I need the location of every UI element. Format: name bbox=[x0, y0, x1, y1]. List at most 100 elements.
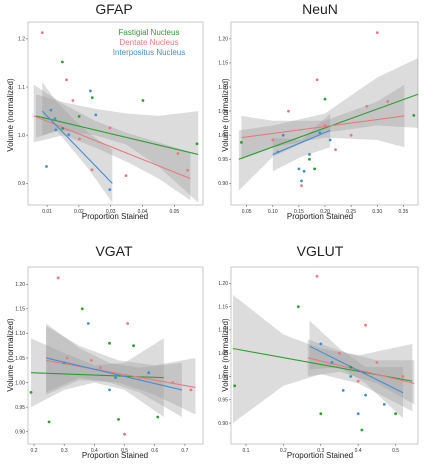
data-point bbox=[80, 307, 84, 311]
x-tick-label: 0.15 bbox=[294, 209, 304, 215]
x-axis-label: Proportion Stained bbox=[287, 451, 353, 460]
data-point bbox=[349, 133, 353, 137]
plot-area bbox=[27, 21, 204, 206]
plot-area bbox=[230, 266, 419, 445]
x-tick-label: 0.05 bbox=[169, 209, 179, 215]
data-point bbox=[123, 432, 126, 436]
data-point bbox=[54, 128, 58, 132]
data-point bbox=[114, 376, 117, 379]
y-tick-label: 1.10 bbox=[15, 331, 25, 337]
data-point bbox=[132, 344, 136, 348]
y-tick-label: 1.05 bbox=[218, 351, 228, 357]
data-point bbox=[94, 113, 98, 117]
y-axis-label: Volume (normalized) bbox=[221, 318, 230, 392]
x-axis-label: Proportion Stained bbox=[82, 212, 148, 221]
data-point bbox=[108, 388, 111, 392]
data-point bbox=[53, 117, 57, 121]
legend-entry-interpositus: Interpositus Nucleus bbox=[113, 48, 185, 57]
panel-vglut: VGLUT Volume (normalized) Proportion Sta… bbox=[218, 243, 419, 460]
data-point bbox=[195, 142, 199, 146]
x-tick-label: 0.25 bbox=[346, 209, 356, 215]
data-point bbox=[386, 100, 390, 103]
regression-line bbox=[41, 110, 113, 184]
data-point bbox=[141, 99, 145, 102]
plot-frame bbox=[27, 266, 204, 445]
data-point bbox=[356, 379, 360, 383]
data-point bbox=[47, 420, 51, 424]
data-point bbox=[189, 388, 193, 392]
panel-title: NeuN bbox=[302, 1, 338, 17]
data-point bbox=[62, 361, 66, 365]
panel-title: VGAT bbox=[95, 243, 133, 259]
regression-line bbox=[272, 129, 331, 155]
confidence-band bbox=[46, 326, 196, 415]
x-tick-label: 0.04 bbox=[138, 209, 148, 215]
axis-ticks: 0.2 0.3 0.4 0.5 0.6 0.7 0.90 0.95 1.00 1.05 1.10 1.… bbox=[15, 282, 188, 454]
data-point bbox=[318, 131, 322, 135]
data-point bbox=[308, 153, 311, 156]
y-tick-label: 0.9 bbox=[18, 181, 25, 187]
x-tick-label: 0.4 bbox=[91, 448, 98, 454]
data-point bbox=[89, 89, 92, 93]
regression-line bbox=[35, 115, 199, 155]
y-tick-label: 0.95 bbox=[218, 398, 228, 404]
confidence-band bbox=[232, 294, 413, 423]
data-point bbox=[67, 133, 71, 137]
data-point bbox=[233, 384, 237, 388]
data-point bbox=[147, 371, 151, 375]
data-point bbox=[45, 165, 48, 168]
data-point bbox=[61, 60, 64, 64]
y-tick-label: 0.95 bbox=[15, 405, 25, 411]
data-point bbox=[375, 361, 379, 364]
y-axis-label: Volume (normalized) bbox=[6, 318, 15, 392]
data-point bbox=[49, 108, 53, 112]
data-point bbox=[138, 376, 142, 379]
regression-line bbox=[46, 359, 196, 388]
plot-frame bbox=[27, 21, 204, 206]
y-tick-label: 1.2 bbox=[18, 37, 25, 43]
data-point bbox=[108, 341, 111, 345]
legend-entry-dentate: Dentate Nucleus bbox=[119, 38, 178, 47]
y-tick-label: 1.15 bbox=[15, 307, 25, 313]
axis-ticks: 0.05 0.10 0.15 0.20 0.25 0.30 0.35 0.90 0.95 1.00… bbox=[218, 37, 408, 215]
data-point bbox=[90, 168, 94, 172]
x-axis-label: Proportion Stained bbox=[82, 451, 148, 460]
data-point bbox=[65, 78, 68, 82]
y-tick-label: 1.20 bbox=[15, 282, 25, 288]
y-tick-label: 1.10 bbox=[218, 85, 228, 91]
data-point bbox=[394, 412, 397, 416]
plot-frame bbox=[230, 266, 419, 445]
axis-ticks: 0.01 0.02 0.03 0.04 0.05 0.9 1.0 1.1 1.2 bbox=[18, 37, 179, 215]
data-point bbox=[281, 133, 285, 137]
x-tick-label: 0.5 bbox=[392, 448, 399, 454]
legend-entry-fastigial: Fastigial Nucleus bbox=[119, 28, 180, 37]
data-point bbox=[240, 141, 243, 144]
x-tick-label: 0.35 bbox=[399, 209, 409, 215]
x-tick-label: 0.6 bbox=[151, 448, 158, 454]
axis-ticks: 0.1 0.2 0.3 0.4 0.5 0.90 0.95 1.00 1.05 1.10 1.15 1… bbox=[218, 281, 399, 454]
data-point bbox=[334, 148, 337, 152]
x-tick-label: 0.3 bbox=[317, 448, 324, 454]
regression-line bbox=[238, 93, 419, 160]
data-point bbox=[186, 168, 190, 172]
x-tick-label: 0.30 bbox=[372, 209, 382, 215]
data-point bbox=[176, 152, 180, 155]
panel-vgat: VGAT Volume (normalized) Proportion Stai… bbox=[6, 243, 204, 460]
regression-line bbox=[309, 345, 404, 394]
regression-line bbox=[33, 115, 191, 180]
data-point bbox=[319, 412, 323, 416]
panel-neun: NeuN Volume (normalized) Proportion Stai… bbox=[218, 1, 419, 221]
data-point bbox=[349, 365, 353, 369]
x-tick-label: 0.2 bbox=[31, 448, 38, 454]
regression-line bbox=[307, 357, 415, 384]
x-tick-label: 0.5 bbox=[121, 448, 128, 454]
data-point bbox=[319, 342, 323, 346]
data-point bbox=[313, 167, 316, 171]
data-point bbox=[341, 389, 345, 392]
data-point bbox=[61, 126, 65, 130]
y-axis-label: Volume (normalized) bbox=[6, 78, 15, 152]
x-tick-label: 0.05 bbox=[242, 209, 252, 215]
data-point bbox=[300, 184, 303, 188]
data-point bbox=[401, 375, 405, 378]
data-point bbox=[315, 274, 319, 278]
